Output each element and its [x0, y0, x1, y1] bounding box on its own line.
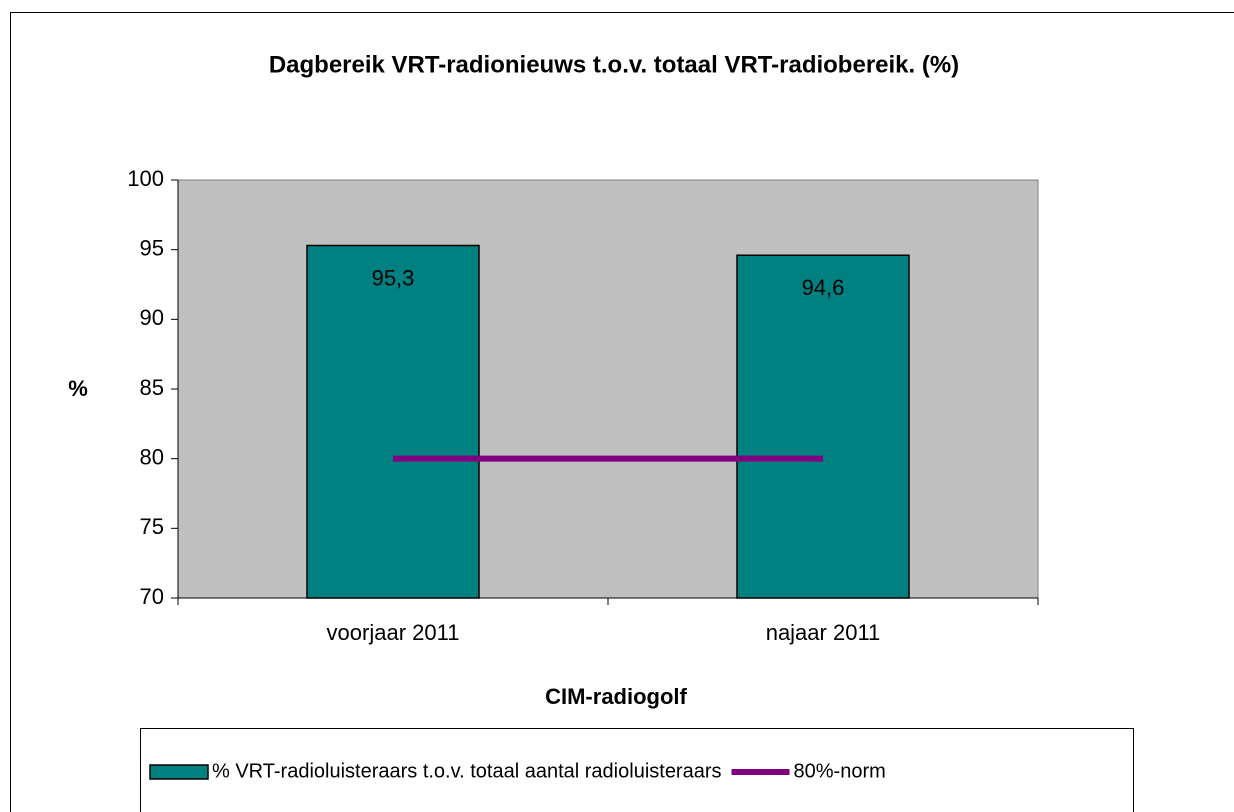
y-tick-label: 95 — [140, 235, 164, 260]
legend-label: % VRT-radioluisteraars t.o.v. totaal aan… — [212, 760, 722, 782]
bar — [736, 254, 910, 599]
data-label: 94,6 — [802, 275, 845, 300]
y-tick-label: 70 — [140, 584, 164, 609]
legend-box — [140, 728, 1134, 812]
y-tick-label: 80 — [140, 444, 164, 469]
legend-swatch — [149, 764, 209, 780]
x-axis-label: CIM-radiogolf — [545, 684, 687, 709]
x-tick-label: voorjaar 2011 — [327, 620, 460, 645]
y-tick-label: 85 — [140, 375, 164, 400]
x-tick-label: najaar 2011 — [766, 620, 881, 645]
y-axis-label: % — [68, 376, 88, 401]
y-tick-label: 75 — [140, 514, 164, 539]
chart-title: Dagbereik VRT-radionieuws t.o.v. totaal … — [269, 51, 959, 78]
legend-label: 80%-norm — [794, 760, 886, 782]
y-tick-label: 100 — [127, 166, 164, 191]
bar — [306, 244, 480, 599]
data-label: 95,3 — [372, 265, 415, 290]
y-tick-label: 90 — [140, 305, 164, 330]
